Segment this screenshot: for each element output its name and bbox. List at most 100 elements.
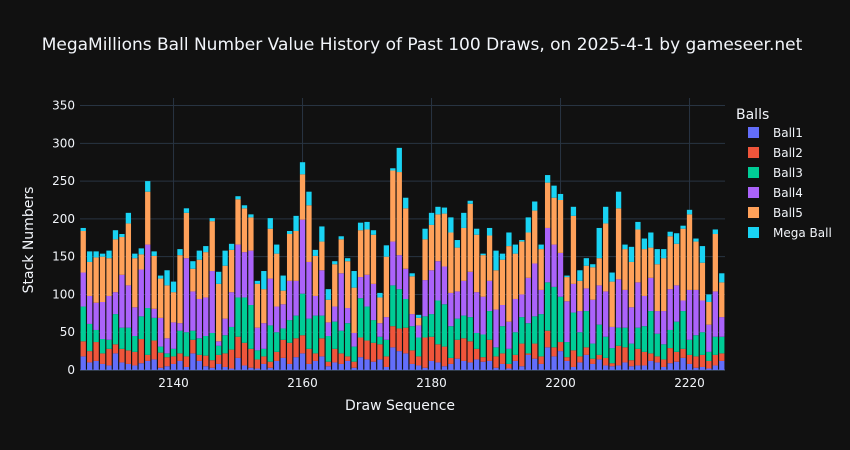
bar-segment <box>628 307 635 344</box>
bar-segment <box>590 267 596 300</box>
bar-segment <box>390 168 396 171</box>
bar-segment <box>286 320 293 343</box>
bar-segment <box>525 353 531 355</box>
bar-segment <box>106 295 112 340</box>
bar-segment <box>415 365 422 370</box>
bar-segment <box>435 214 441 262</box>
bar-segment <box>267 218 273 229</box>
bar-segment <box>99 339 106 354</box>
bar-segment <box>228 243 235 250</box>
bar-segment <box>351 271 357 288</box>
bar-segment <box>112 344 119 354</box>
bar-segment <box>332 362 338 370</box>
bar-segment <box>486 227 493 236</box>
bar-segment <box>435 206 441 215</box>
bar-segment <box>286 230 293 234</box>
bar-segment <box>306 191 312 206</box>
bar-segment <box>435 261 441 301</box>
bar-segment <box>157 275 164 279</box>
legend-item-label: Ball5 <box>773 206 803 220</box>
bar-segment <box>474 292 480 333</box>
bar-segment <box>706 360 712 369</box>
bar-segment <box>532 358 538 370</box>
bar-segment <box>415 317 422 326</box>
bar-segment <box>338 330 344 354</box>
bar-segment <box>506 348 512 364</box>
bar-segment <box>544 175 551 183</box>
bar-segment <box>241 208 248 253</box>
bar-segment <box>661 359 667 367</box>
bar-segment <box>648 360 654 370</box>
legend-item-label: Ball2 <box>773 146 803 160</box>
bar-segment <box>396 147 402 173</box>
x-tick-label: 2220 <box>674 376 705 390</box>
bar-segment <box>338 353 344 364</box>
bar-segment <box>299 353 306 370</box>
bar-segment <box>138 254 144 270</box>
bar-segment <box>628 261 635 308</box>
bar-segment <box>325 322 331 336</box>
bar-segment <box>351 287 357 333</box>
bar-segment <box>138 363 144 370</box>
bar-segment <box>370 320 377 343</box>
bar-segment <box>190 339 196 354</box>
bar-segment <box>248 305 254 349</box>
chart-title: MegaMillions Ball Number Value History o… <box>42 35 803 55</box>
bar-segment <box>299 293 306 336</box>
bar-segment <box>125 285 132 328</box>
bar-segment <box>93 329 99 343</box>
bar-segment <box>577 311 583 333</box>
bar-segment <box>596 258 602 286</box>
bar-segment <box>190 261 196 269</box>
bar-segment <box>364 306 370 341</box>
bar-segment <box>538 249 544 290</box>
bar-segment <box>570 206 577 216</box>
bar-segment <box>512 354 519 361</box>
bar-segment <box>467 203 473 272</box>
bar-segment <box>351 367 357 370</box>
bar-segment <box>190 291 196 331</box>
bar-segment <box>699 366 706 370</box>
bar-segment <box>635 282 641 328</box>
bar-segment <box>706 368 712 370</box>
bar-segment <box>441 207 448 214</box>
bar-segment <box>441 213 448 267</box>
bar-segment <box>712 365 718 370</box>
bar-segment <box>603 365 609 370</box>
bar-segment <box>235 244 241 298</box>
bar-segment <box>628 360 635 367</box>
bar-segment <box>673 361 680 370</box>
bar-segment <box>93 342 99 361</box>
bar-segment <box>157 346 164 353</box>
bar-segment <box>415 337 422 357</box>
bar-segment <box>325 336 331 362</box>
bar-segment <box>112 292 119 315</box>
bar-segment <box>615 365 622 370</box>
bar-segment <box>332 261 338 265</box>
bar-segment <box>209 360 215 368</box>
bar-segment <box>280 275 286 291</box>
bar-segment <box>577 362 583 370</box>
bar-segment <box>203 252 209 298</box>
bar-segment <box>538 363 544 370</box>
bar-segment <box>132 336 138 352</box>
bar-segment <box>706 351 712 361</box>
bar-segment <box>151 340 157 360</box>
bar-segment <box>680 228 686 301</box>
bar-segment <box>441 304 448 347</box>
bar-segment <box>357 357 364 370</box>
bar-segment <box>293 357 299 370</box>
bar-segment <box>609 348 615 364</box>
bar-segment <box>403 268 409 299</box>
bar-segment <box>454 240 460 248</box>
bar-segment <box>93 257 99 303</box>
bar-segment <box>293 230 299 281</box>
bar-segment <box>622 289 628 328</box>
bar-segment <box>415 356 422 366</box>
bar-segment <box>99 253 106 257</box>
bar-segment <box>80 227 86 231</box>
bar-segment <box>719 336 725 354</box>
bar-segment <box>99 363 106 370</box>
bar-segment <box>557 351 564 370</box>
bar-segment <box>641 351 648 366</box>
